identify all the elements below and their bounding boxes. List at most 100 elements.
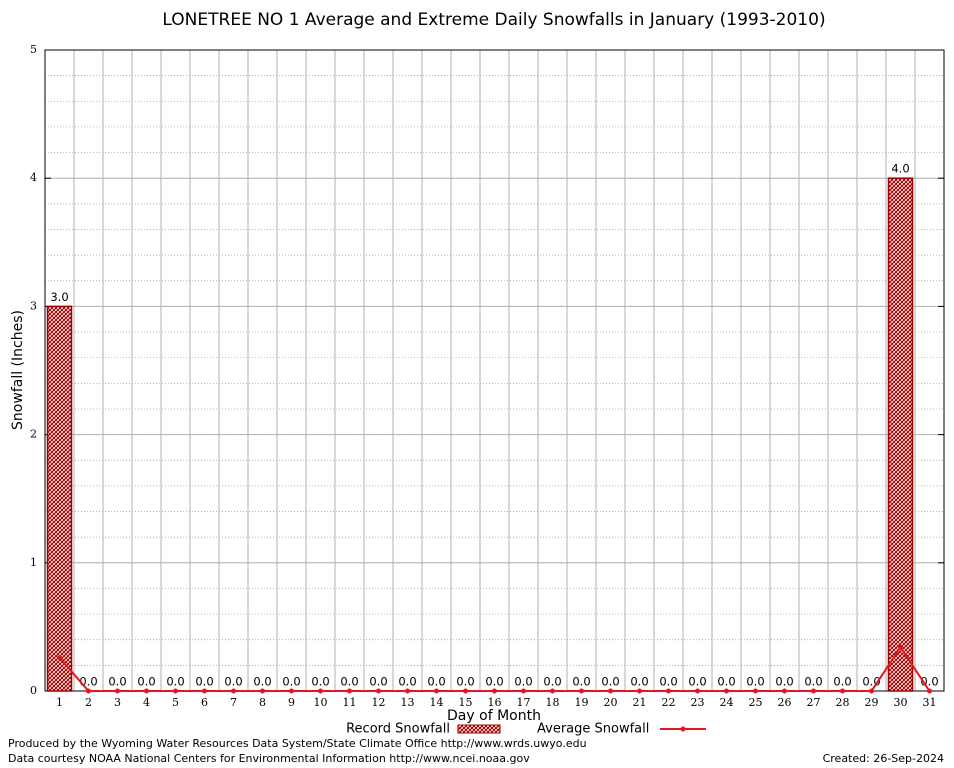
bar: [46, 305, 73, 692]
x-tick-label: 2: [85, 696, 92, 709]
legend-swatch: [680, 726, 686, 732]
x-tick-label: 15: [459, 696, 473, 709]
line-marker: [434, 688, 439, 694]
y-axis-title: Snowfall (Inches): [10, 310, 26, 430]
bar: [887, 177, 914, 692]
data-label: 0.0: [485, 675, 503, 689]
x-tick-label: 17: [517, 696, 531, 709]
line-marker: [289, 688, 294, 694]
x-tick-label: 31: [923, 696, 937, 709]
data-label: 0.0: [427, 675, 445, 689]
line-marker: [144, 688, 149, 694]
data-label: 0.0: [514, 675, 532, 689]
x-tick-label: 26: [778, 696, 792, 709]
line-marker: [753, 688, 758, 694]
data-label: 0.0: [79, 675, 97, 689]
line-marker: [492, 688, 497, 694]
data-label: 0.0: [137, 675, 155, 689]
chart-title: LONETREE NO 1 Average and Extreme Daily …: [162, 10, 825, 30]
x-tick-label: 7: [230, 696, 237, 709]
line-marker: [202, 688, 207, 694]
line-marker: [115, 688, 120, 694]
x-axis-title: Day of Month: [447, 708, 541, 724]
line-marker: [869, 688, 874, 694]
y-tick-label: 3: [30, 299, 37, 312]
x-tick-label: 5: [172, 696, 179, 709]
line-marker: [695, 688, 700, 694]
x-tick-label: 13: [401, 696, 415, 709]
line-marker: [608, 688, 613, 694]
legend: Record Snowfall Average Snowfall: [346, 722, 706, 737]
line-marker: [376, 688, 381, 694]
x-tick-label: 10: [314, 696, 328, 709]
line-marker: [521, 688, 526, 694]
line-marker: [724, 688, 729, 694]
footer-text: Data courtesy NOAA National Centers for …: [8, 752, 530, 765]
line-marker: [463, 688, 468, 694]
line-marker: [405, 688, 410, 694]
legend-label: Record Snowfall: [346, 722, 450, 737]
x-tick-label: 25: [749, 696, 763, 709]
x-tick-label: 6: [201, 696, 208, 709]
line-marker: [637, 688, 642, 694]
x-tick-label: 21: [633, 696, 647, 709]
x-tick-label: 11: [343, 696, 357, 709]
data-label: 0.0: [166, 675, 184, 689]
data-label: 0.0: [775, 675, 793, 689]
footer-text: Produced by the Wyoming Water Resources …: [8, 737, 587, 750]
line-marker: [231, 688, 236, 694]
line-marker: [550, 688, 555, 694]
line-marker: [782, 688, 787, 694]
x-tick-label: 4: [143, 696, 150, 709]
legend-label: Average Snowfall: [537, 722, 649, 737]
y-tick-label: 0: [30, 684, 37, 697]
line-marker: [347, 688, 352, 694]
data-label: 0.0: [195, 675, 213, 689]
footer-text: Created: 26-Sep-2024: [823, 752, 944, 765]
data-label: 0.0: [601, 675, 619, 689]
data-label: 0.0: [543, 675, 561, 689]
x-tick-label: 20: [604, 696, 618, 709]
x-tick-label: 19: [575, 696, 589, 709]
x-tick-label: 3: [114, 696, 121, 709]
line-marker: [318, 688, 323, 694]
line-marker: [57, 655, 62, 661]
data-label: 3.0: [50, 290, 68, 304]
data-label: 0.0: [108, 675, 126, 689]
data-label: 0.0: [630, 675, 648, 689]
line-marker: [579, 688, 584, 694]
data-label: 0.0: [340, 675, 358, 689]
x-tick-label: 18: [546, 696, 560, 709]
data-label: 4.0: [891, 162, 909, 176]
x-tick-label: 22: [662, 696, 676, 709]
x-tick-label: 12: [372, 696, 386, 709]
x-tick-label: 8: [259, 696, 266, 709]
data-label: 0.0: [688, 675, 706, 689]
line-marker: [898, 644, 903, 650]
legend-swatch: [457, 724, 501, 734]
y-tick-label: 5: [30, 43, 37, 56]
line-marker: [86, 688, 91, 694]
x-tick-label: 27: [807, 696, 821, 709]
x-tick-label: 28: [836, 696, 850, 709]
data-label: 0.0: [224, 675, 242, 689]
data-label: 0.0: [398, 675, 416, 689]
data-label: 0.0: [456, 675, 474, 689]
x-tick-label: 23: [691, 696, 705, 709]
data-label: 0.0: [572, 675, 590, 689]
data-label: 0.0: [746, 675, 764, 689]
x-tick-label: 16: [488, 696, 502, 709]
line-marker: [260, 688, 265, 694]
line-marker: [666, 688, 671, 694]
x-tick-label: 24: [720, 696, 734, 709]
data-label: 0.0: [659, 675, 677, 689]
data-label: 0.0: [804, 675, 822, 689]
y-tick-label: 1: [30, 556, 37, 569]
line-marker: [927, 688, 932, 694]
plot-frame: [44, 49, 945, 692]
grid: [45, 49, 944, 692]
line-marker: [173, 688, 178, 694]
data-label: 0.0: [833, 675, 851, 689]
x-tick-label: 30: [894, 696, 908, 709]
